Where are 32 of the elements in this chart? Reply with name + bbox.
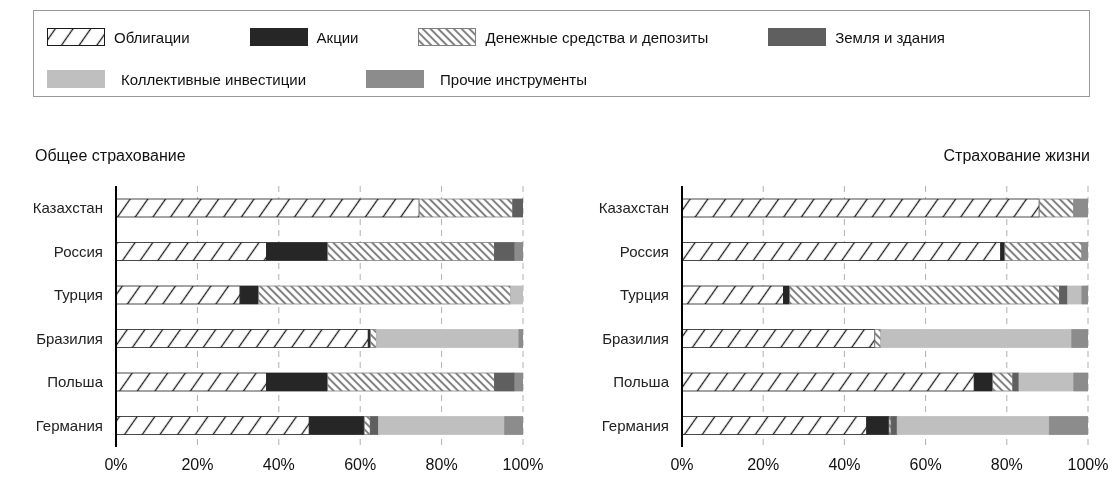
y-tick-label: Бразилия bbox=[36, 329, 103, 347]
x-tick-label: 40% bbox=[828, 456, 861, 474]
legend-label: Земля и здания bbox=[835, 28, 945, 46]
x-tick-label: 80% bbox=[990, 456, 1023, 474]
x-tick-label: 80% bbox=[425, 456, 458, 474]
chart-title: Страхование жизни bbox=[943, 147, 1090, 165]
y-tick-label: Германия bbox=[601, 416, 669, 434]
x-tick-label: 100% bbox=[1067, 456, 1109, 474]
y-tick-label: Казахстан bbox=[598, 199, 669, 217]
y-tick-label: Турция bbox=[619, 286, 669, 304]
y-tick-label: Россия bbox=[619, 242, 669, 260]
y-tick-label: Бразилия bbox=[602, 329, 669, 347]
y-tick-label: Польша bbox=[47, 373, 104, 391]
x-tick-label: 60% bbox=[909, 456, 942, 474]
x-tick-label: 20% bbox=[747, 456, 780, 474]
y-tick-label: Казахстан bbox=[32, 199, 103, 217]
x-tick-label: 0% bbox=[104, 456, 128, 474]
x-tick-label: 40% bbox=[262, 456, 295, 474]
y-tick-label: Турция bbox=[53, 286, 103, 304]
legend-label: Денежные средства и депозиты bbox=[485, 28, 709, 46]
y-tick-label: Германия bbox=[35, 416, 103, 434]
legend-label: Облигации bbox=[114, 28, 190, 46]
y-tick-label: Россия bbox=[53, 242, 103, 260]
chart-title: Общее страхование bbox=[35, 147, 186, 165]
legend-label: Акции bbox=[316, 28, 359, 46]
x-tick-label: 60% bbox=[344, 456, 377, 474]
x-tick-label: 20% bbox=[181, 456, 214, 474]
legend-label: Прочие инструменты bbox=[440, 70, 587, 88]
x-tick-label: 0% bbox=[670, 456, 694, 474]
x-tick-label: 100% bbox=[502, 456, 544, 474]
legend-label: Коллективные инвестиции bbox=[121, 70, 307, 88]
y-tick-label: Польша bbox=[613, 373, 670, 391]
